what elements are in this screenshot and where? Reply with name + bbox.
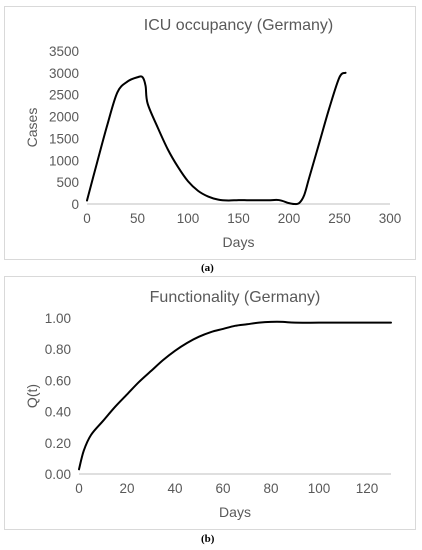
- y-tick-label: 0.00: [45, 467, 71, 482]
- x-tick-label: 60: [215, 481, 230, 496]
- y-tick-label: 0.60: [45, 373, 71, 388]
- chart-title: ICU occupancy (Germany): [144, 17, 333, 34]
- y-tick-label: 2500: [49, 88, 79, 103]
- icu-occupancy-chart: ICU occupancy (Germany)05001000150020002…: [24, 17, 402, 250]
- y-axis-title: Q(t): [24, 384, 40, 408]
- y-tick-label: 0.80: [45, 342, 71, 357]
- x-tick-label: 150: [227, 211, 250, 226]
- x-tick-label: 300: [379, 211, 402, 226]
- x-tick-label: 120: [356, 481, 379, 496]
- y-tick-label: 500: [56, 175, 79, 190]
- y-axis-title: Cases: [24, 108, 40, 148]
- x-tick-label: 250: [328, 211, 351, 226]
- y-tick-label: 3000: [49, 66, 79, 81]
- y-tick-label: 0: [71, 197, 79, 212]
- series-line: [86, 71, 347, 206]
- chart-panel-functionality: Functionality (Germany) 0.00 0.20 0.40 0.60 0…: [4, 276, 416, 530]
- x-tick-label: 20: [119, 481, 134, 496]
- y-tick-label: 0.40: [45, 405, 71, 420]
- x-tick-label: 80: [263, 481, 278, 496]
- x-axis-title: Days: [219, 504, 251, 520]
- x-tick-label: 100: [177, 211, 200, 226]
- y-tick-label: 3500: [49, 44, 79, 59]
- caption-a: (a): [201, 262, 214, 274]
- x-tick-label: 100: [308, 481, 331, 496]
- x-tick-label: 0: [83, 211, 91, 226]
- y-tick-label: 1.00: [45, 311, 71, 326]
- x-tick-label: 200: [278, 211, 301, 226]
- x-axis-title: Days: [223, 234, 255, 250]
- caption-b: (b): [201, 533, 215, 545]
- x-tick-label: 40: [167, 481, 182, 496]
- y-tick-label: 2000: [49, 110, 79, 125]
- chart-panel-icu: ICU occupancy (Germany) 0 500 1000 1500 2000 2…: [4, 6, 416, 260]
- y-tick-label: 1000: [49, 153, 79, 168]
- y-tick-label: 0.20: [45, 436, 71, 451]
- x-tick-label: 0: [75, 481, 83, 496]
- x-tick-label: 50: [130, 211, 145, 226]
- chart-title: Functionality (Germany): [150, 289, 321, 306]
- y-tick-label: 1500: [49, 131, 79, 146]
- series-line: [78, 320, 392, 471]
- functionality-chart: Functionality (Germany) 0.00 0.20 0.40 0.60 0…: [24, 289, 392, 520]
